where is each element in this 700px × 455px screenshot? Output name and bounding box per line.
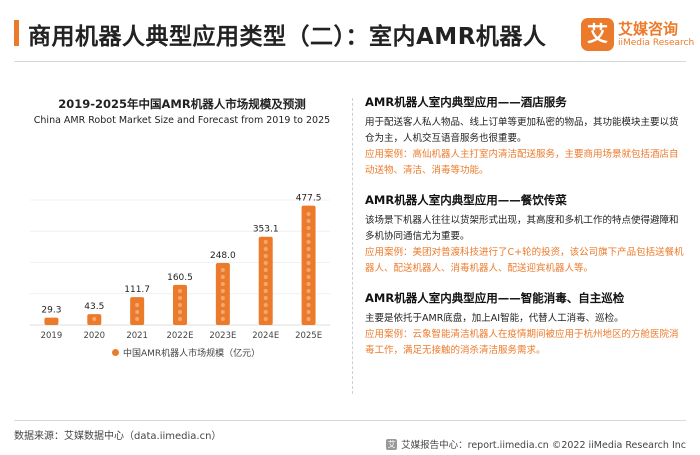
section-heading: AMR机器人室内典型应用——智能消毒、自主巡检 bbox=[365, 291, 625, 305]
logo-name-en: iiMedia Research bbox=[618, 38, 695, 48]
bar bbox=[215, 263, 230, 325]
bar-texture-dot bbox=[263, 289, 268, 293]
bar-texture-dot bbox=[306, 247, 311, 251]
bar-texture-dot bbox=[178, 296, 182, 300]
footer-logo-icon: 艾 bbox=[386, 438, 398, 450]
bar-texture-dot bbox=[263, 275, 268, 279]
data-label: 477.5 bbox=[296, 194, 322, 204]
bar-texture-dot bbox=[306, 233, 311, 237]
bar-texture-dot bbox=[220, 317, 225, 321]
bar bbox=[258, 236, 273, 325]
section-restaurant: AMR机器人室内典型应用——餐饮传菜 该场景下机器人往往以货架形式出现，其高度和… bbox=[365, 192, 687, 277]
section-heading: AMR机器人室内典型应用——酒店服务 bbox=[365, 95, 567, 109]
x-tick-label: 2023E bbox=[209, 331, 236, 341]
bar-texture-dot bbox=[263, 254, 268, 258]
header-divider bbox=[14, 61, 686, 62]
bar-texture-dot bbox=[220, 289, 225, 293]
bar bbox=[44, 317, 59, 325]
data-label: 248.0 bbox=[210, 251, 236, 261]
logo-mark-icon: 艾 bbox=[581, 18, 614, 51]
bar-texture-dot bbox=[306, 282, 311, 286]
bar-texture-dot bbox=[178, 289, 182, 293]
bar-texture-dot bbox=[178, 317, 182, 321]
bar bbox=[301, 205, 316, 325]
bar-texture-dot bbox=[92, 317, 97, 321]
section-heading: AMR机器人室内典型应用——餐饮传菜 bbox=[365, 193, 567, 207]
x-tick-label: 2024E bbox=[252, 331, 279, 341]
x-tick-label: 2020 bbox=[83, 331, 105, 341]
bar-texture-dot bbox=[306, 303, 311, 307]
x-tick-label: 2019 bbox=[41, 331, 63, 341]
bar-texture-dot bbox=[263, 303, 268, 307]
bar-texture-dot bbox=[263, 261, 268, 265]
x-tick-label: 2021 bbox=[126, 331, 148, 341]
x-tick-label: 2022E bbox=[166, 331, 193, 341]
legend-label: 中国AMR机器人市场规模（亿元） bbox=[123, 349, 261, 359]
section-hotel: AMR机器人室内典型应用——酒店服务 用于配送客人私人物品、线上订单等更加私密的… bbox=[365, 94, 687, 179]
data-label: 111.7 bbox=[124, 285, 150, 295]
bar-texture-dot bbox=[135, 303, 140, 307]
data-label: 353.1 bbox=[253, 225, 279, 235]
bar-texture-dot bbox=[263, 247, 268, 251]
bar-texture-dot bbox=[306, 261, 311, 265]
chart-title: 2019-2025年中国AMR机器人市场规模及预测 bbox=[58, 97, 306, 111]
bar-texture-dot bbox=[263, 240, 268, 244]
section-case: 应用案例：美团对普渡科技进行了C+轮的投资，该公司旗下产品包括送餐机器人、配送机… bbox=[365, 247, 684, 274]
vertical-divider bbox=[352, 98, 353, 394]
section-case: 应用案例：高仙机器人主打室内清洁配送服务，主要商用场景就包括酒店自动送物、清洁、… bbox=[365, 149, 679, 176]
bar-texture-dot bbox=[220, 268, 225, 272]
bar-texture-dot bbox=[135, 310, 140, 314]
data-label: 160.5 bbox=[167, 273, 193, 283]
bar-texture-dot bbox=[263, 317, 268, 321]
bar bbox=[173, 284, 187, 325]
logo-name-cn: 艾媒咨询 bbox=[618, 20, 679, 38]
brand-logo: 艾 艾媒咨询 iiMedia Research bbox=[581, 18, 695, 54]
applications-panel: AMR机器人室内典型应用——酒店服务 用于配送客人私人物品、线上订单等更加私密的… bbox=[365, 94, 687, 372]
bar-texture-dot bbox=[178, 310, 182, 314]
section-description: 主要是依托于AMR底盘，加上AI智能，代替人工消毒、巡检。 bbox=[365, 313, 624, 324]
bar-texture-dot bbox=[220, 282, 225, 286]
bar-texture-dot bbox=[220, 296, 225, 300]
header: 商用机器人典型应用类型（二）：室内AMR机器人 艾 艾媒咨询 iiMedia R… bbox=[0, 0, 700, 62]
bar-texture-dot bbox=[306, 240, 311, 244]
bar-texture-dot bbox=[178, 303, 182, 307]
bar-texture-dot bbox=[220, 275, 225, 279]
data-label: 29.3 bbox=[41, 306, 61, 316]
bar-texture-dot bbox=[306, 289, 311, 293]
bar-texture-dot bbox=[306, 219, 311, 223]
title-accent-bar bbox=[14, 20, 19, 46]
data-source: 数据来源：艾媒数据中心（data.iimedia.cn） bbox=[14, 431, 222, 442]
bar-texture-dot bbox=[306, 226, 311, 230]
bar-texture-dot bbox=[135, 317, 140, 321]
bar-texture-dot bbox=[306, 254, 311, 258]
chart-subtitle: China AMR Robot Market Size and Forecast… bbox=[33, 115, 331, 126]
section-description: 用于配送客人私人物品、线上订单等更加私密的物品，其功能模块主要以货仓为主，人机交… bbox=[365, 117, 679, 144]
bar bbox=[87, 314, 102, 325]
bar-texture-dot bbox=[263, 268, 268, 272]
bar-chart: 29.3 2019 43.5 2020 111.7 2021 160.5 2022E 248.0… bbox=[30, 194, 330, 341]
section-description: 该场景下机器人往往以货架形式出现，其高度和多机工作的特点使得避障和多机协同通信尤… bbox=[365, 215, 679, 242]
bar-texture-dot bbox=[263, 296, 268, 300]
bar-texture-dot bbox=[306, 310, 311, 314]
bar-texture-dot bbox=[220, 303, 225, 307]
bar bbox=[130, 297, 145, 325]
bar-texture-dot bbox=[306, 268, 311, 272]
section-case: 应用案例：云象智能清洁机器人在疫情期间被应用于杭州地区的方舱医院消毒工作，满足无… bbox=[365, 329, 679, 356]
bar-texture-dot bbox=[306, 275, 311, 279]
footer-credit: 艾 艾媒报告中心：report.iimedia.cn ©2022 iiMedia… bbox=[386, 437, 686, 451]
bar-texture-dot bbox=[263, 282, 268, 286]
x-tick-label: 2025E bbox=[295, 331, 322, 341]
section-disinfection: AMR机器人室内典型应用——智能消毒、自主巡检 主要是依托于AMR底盘，加上AI… bbox=[365, 290, 687, 359]
data-label: 43.5 bbox=[84, 302, 104, 312]
chart-legend: 中国AMR机器人市场规模（亿元） bbox=[112, 346, 260, 359]
bar-texture-dot bbox=[220, 310, 225, 314]
bar-texture-dot bbox=[263, 310, 268, 314]
bar-texture-dot bbox=[306, 296, 311, 300]
page-title: 商用机器人典型应用类型（二）：室内AMR机器人 bbox=[28, 24, 547, 50]
footer-divider bbox=[14, 420, 686, 421]
footer-credit-text: 艾媒报告中心：report.iimedia.cn ©2022 iiMedia R… bbox=[401, 440, 686, 451]
bar-texture-dot bbox=[306, 317, 311, 321]
bar-texture-dot bbox=[306, 212, 311, 216]
legend-swatch bbox=[112, 349, 119, 356]
